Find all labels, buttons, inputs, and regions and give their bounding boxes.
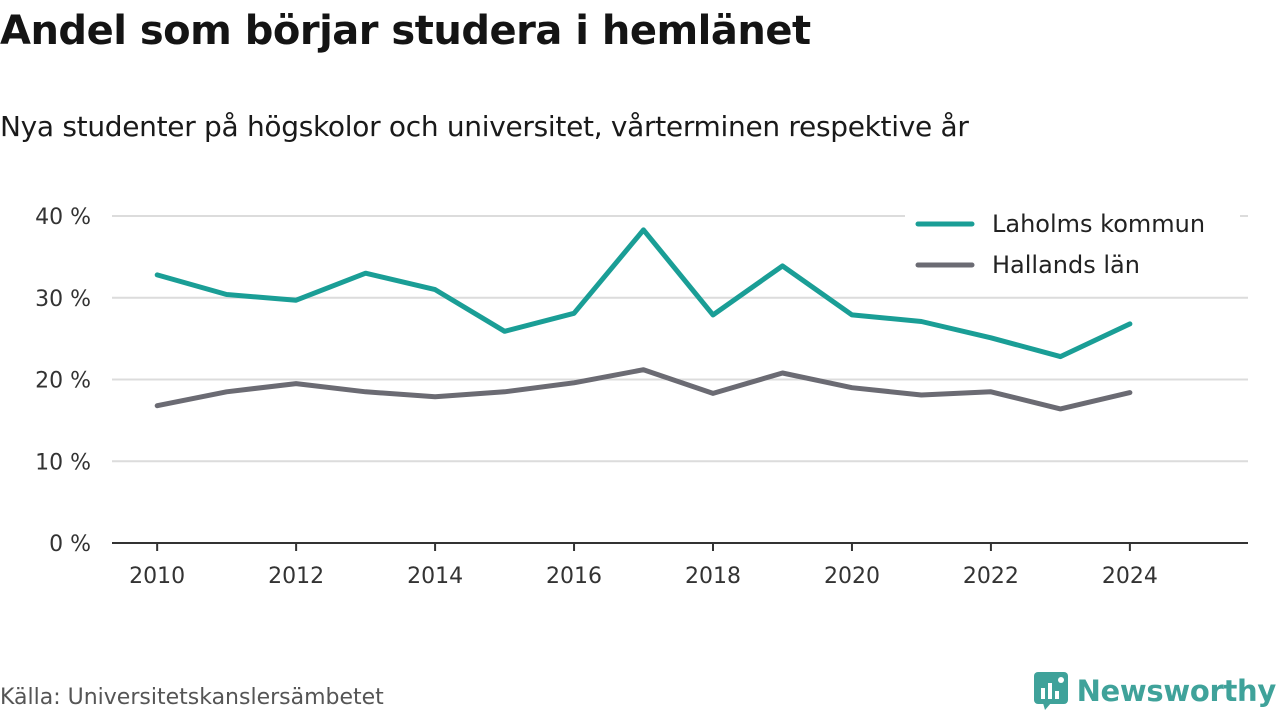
y-tick-label: 20 %: [35, 369, 91, 394]
legend-label-1: Laholms kommun: [992, 210, 1205, 238]
x-tick-label: 2016: [546, 564, 602, 589]
y-axis: 0 % 10 % 20 % 30 % 40 %: [35, 205, 91, 557]
x-tick-label: 2012: [268, 564, 324, 589]
x-tick-label: 2020: [824, 564, 880, 589]
legend: Laholms kommun Hallands län: [905, 205, 1240, 293]
brand-name: Newsworthy: [1076, 674, 1277, 708]
chart-title: Andel som börjar studera i hemlänet: [0, 8, 811, 54]
x-tick-label: 2022: [963, 564, 1019, 589]
legend-label-2: Hallands län: [992, 251, 1140, 279]
chart-subtitle: Nya studenter på högskolor och universit…: [0, 110, 969, 143]
y-tick-label: 0 %: [49, 532, 91, 557]
data-series: [154, 227, 1133, 412]
y-tick-label: 40 %: [35, 205, 91, 230]
source-note: Källa: Universitetskanslersämbetet: [0, 685, 384, 710]
newsworthy-logo-icon: [1033, 672, 1068, 710]
x-tick-label: 2010: [129, 564, 185, 589]
legend-background: [905, 205, 1240, 293]
series-line-1: [154, 227, 1133, 360]
series-line-2: [154, 367, 1133, 412]
x-tick-label: 2024: [1102, 564, 1158, 589]
x-axis: 2010 2012 2014 2016 2018 2020 2022 2024: [112, 542, 1248, 589]
x-tick-label: 2014: [407, 564, 463, 589]
y-tick-label: 30 %: [35, 287, 91, 312]
x-tick-label: 2018: [685, 564, 741, 589]
y-tick-label: 10 %: [35, 450, 91, 475]
brand-logo: Newsworthy: [1033, 671, 1276, 711]
